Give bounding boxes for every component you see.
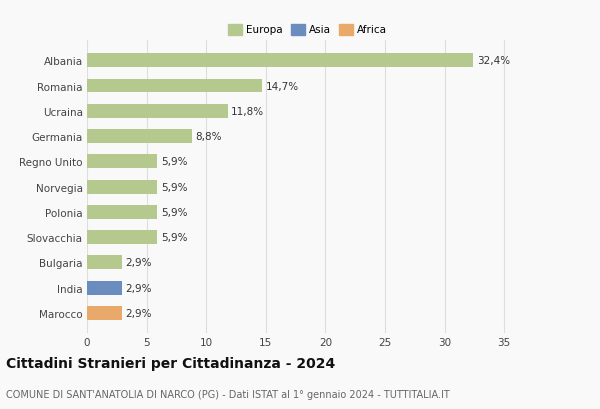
- Text: 5,9%: 5,9%: [161, 157, 187, 167]
- Bar: [87, 180, 157, 194]
- Legend: Europa, Asia, Africa: Europa, Asia, Africa: [226, 23, 389, 37]
- Text: Cittadini Stranieri per Cittadinanza - 2024: Cittadini Stranieri per Cittadinanza - 2…: [6, 356, 335, 370]
- Text: COMUNE DI SANT'ANATOLIA DI NARCO (PG) - Dati ISTAT al 1° gennaio 2024 - TUTTITAL: COMUNE DI SANT'ANATOLIA DI NARCO (PG) - …: [6, 389, 450, 399]
- Text: 11,8%: 11,8%: [231, 106, 265, 117]
- Bar: [87, 231, 157, 245]
- Text: 32,4%: 32,4%: [477, 56, 510, 66]
- Text: 5,9%: 5,9%: [161, 182, 187, 192]
- Text: 14,7%: 14,7%: [266, 81, 299, 91]
- Text: 2,9%: 2,9%: [125, 258, 152, 268]
- Text: 2,9%: 2,9%: [125, 283, 152, 293]
- Bar: [87, 281, 122, 295]
- Bar: [87, 306, 122, 320]
- Text: 8,8%: 8,8%: [196, 132, 222, 142]
- Text: 5,9%: 5,9%: [161, 233, 187, 243]
- Bar: [87, 205, 157, 219]
- Bar: [87, 54, 473, 68]
- Text: 2,9%: 2,9%: [125, 308, 152, 318]
- Bar: [87, 256, 122, 270]
- Bar: [87, 130, 192, 144]
- Bar: [87, 79, 262, 93]
- Text: 5,9%: 5,9%: [161, 207, 187, 217]
- Bar: [87, 105, 227, 119]
- Bar: [87, 155, 157, 169]
